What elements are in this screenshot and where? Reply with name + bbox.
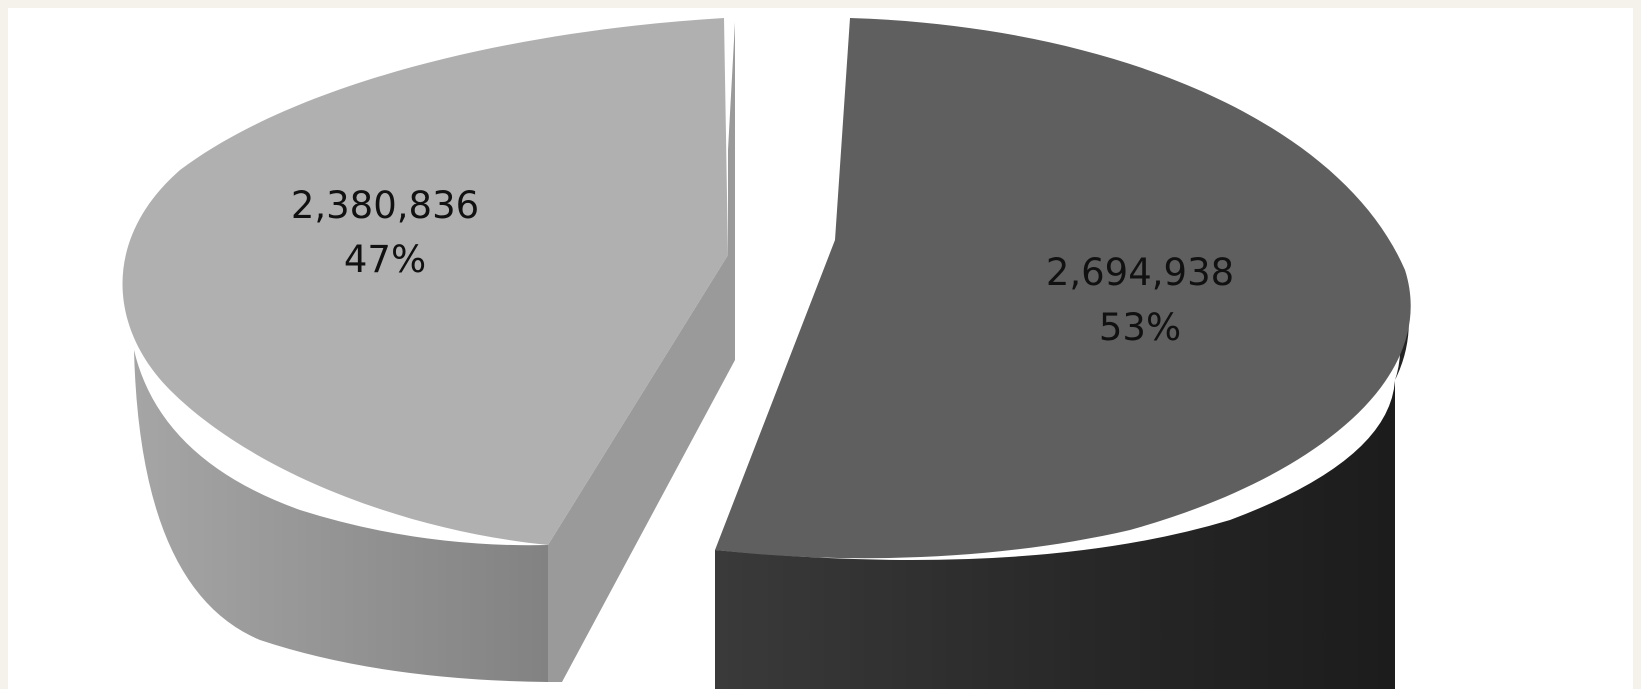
- pie-slice-1-side: [715, 380, 1395, 689]
- pie-slice-1-top: [715, 18, 1411, 559]
- pie-slice-2-top: [122, 18, 728, 545]
- slice-2-value-label: 2,380,836: [291, 184, 479, 227]
- pie-slice-1: [715, 18, 1411, 689]
- pie-slice-2: [122, 18, 735, 682]
- slice-1-value-label: 2,694,938: [1046, 251, 1234, 294]
- slice-2-percent-label: 47%: [344, 238, 426, 281]
- pie-slice-2-outer-side: [126, 285, 548, 682]
- pie-slice-2-cut-side: [548, 22, 735, 682]
- slice-1-percent-label: 53%: [1099, 306, 1181, 349]
